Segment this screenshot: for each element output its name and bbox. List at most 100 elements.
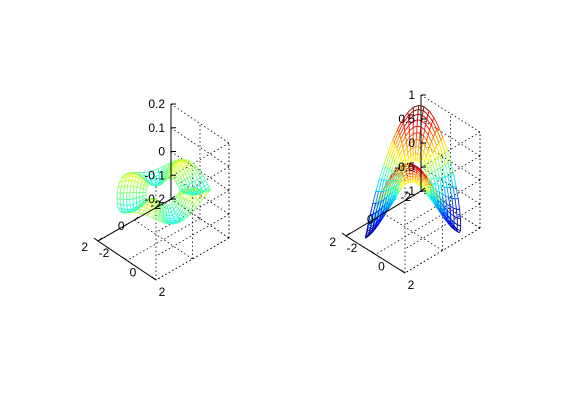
- mesh-line: [199, 184, 202, 189]
- mesh-line: [157, 204, 161, 209]
- mesh-line: [142, 197, 147, 200]
- mesh-line: [155, 179, 161, 183]
- z-tick-label: -1: [404, 184, 415, 198]
- mesh-line: [136, 186, 141, 189]
- mesh-line: [441, 153, 446, 165]
- mesh-line: [134, 176, 137, 182]
- mesh-line: [380, 179, 385, 192]
- mesh-line: [427, 179, 430, 184]
- mesh-line: [139, 183, 142, 188]
- mesh-line: [457, 217, 461, 220]
- mesh-line: [407, 158, 410, 164]
- y-tick-mark: [371, 251, 376, 255]
- mesh-line: [443, 186, 447, 196]
- mesh-line: [175, 197, 179, 201]
- mesh-line: [403, 165, 406, 170]
- mesh-line: [136, 201, 140, 204]
- mesh-line: [154, 210, 160, 216]
- mesh-line: [421, 171, 427, 179]
- mesh-line: [175, 181, 178, 185]
- mesh-line: [407, 175, 411, 178]
- mesh-line: [372, 191, 377, 204]
- mesh-line: [446, 149, 451, 162]
- mesh-line: [442, 193, 446, 197]
- mesh-line: [430, 191, 435, 197]
- mesh-line: [178, 219, 184, 223]
- grid-line: [404, 179, 481, 226]
- y-tick-mark: [400, 269, 406, 274]
- mesh-line: [427, 166, 431, 170]
- mesh-line: [402, 156, 406, 163]
- mesh-line: [433, 195, 438, 200]
- mesh-line: [447, 215, 452, 220]
- mesh-line: [413, 104, 419, 108]
- y-tick-mark: [93, 237, 99, 242]
- mesh-line: [438, 185, 442, 187]
- mesh-line: [195, 190, 199, 193]
- y-tick-mark: [151, 276, 157, 281]
- mesh-line: [427, 129, 431, 135]
- mesh-line: [176, 182, 180, 185]
- mesh-line: [436, 204, 441, 211]
- mesh-line: [189, 182, 193, 185]
- mesh-line: [430, 163, 434, 167]
- mesh-line: [197, 172, 201, 178]
- mesh-line: [201, 188, 204, 192]
- mesh-line: [158, 218, 164, 222]
- mesh-line: [433, 200, 438, 206]
- mesh-line: [175, 217, 180, 222]
- mesh-line: [180, 214, 186, 220]
- mesh-line: [405, 158, 409, 163]
- mesh-line: [393, 180, 397, 188]
- mesh-line: [403, 169, 406, 174]
- mesh-line: [163, 162, 170, 167]
- mesh-line: [432, 160, 436, 164]
- mesh-line: [127, 180, 130, 187]
- mesh-line: [418, 140, 420, 148]
- z-tick-label: -0.5: [394, 160, 415, 174]
- mesh-line: [404, 176, 408, 179]
- mesh-line: [426, 118, 432, 126]
- mesh-line: [385, 154, 391, 167]
- mesh-line: [417, 125, 421, 128]
- mesh-line: [130, 207, 134, 210]
- mesh-line: [446, 203, 451, 207]
- mesh-line: [134, 180, 138, 183]
- mesh-line: [116, 187, 119, 194]
- mesh-line: [173, 206, 177, 211]
- mesh-line: [396, 154, 401, 164]
- grid-line: [375, 209, 451, 255]
- mesh-line: [395, 174, 399, 181]
- mesh-line: [397, 143, 403, 152]
- mesh-line: [405, 141, 408, 148]
- mesh-line: [429, 141, 432, 147]
- mesh-line: [177, 186, 180, 189]
- mesh-line: [408, 155, 412, 159]
- mesh-line: [406, 176, 409, 180]
- mesh-line: [406, 174, 408, 178]
- mesh-line: [184, 179, 188, 186]
- mesh-line: [177, 197, 181, 203]
- mesh-line: [133, 206, 138, 209]
- mesh-line: [147, 180, 152, 182]
- mesh-line: [163, 216, 168, 221]
- mesh-line: [178, 191, 181, 193]
- mesh-line: [181, 162, 185, 167]
- mesh-line: [198, 188, 202, 191]
- mesh-line: [423, 145, 426, 153]
- mesh-line: [399, 184, 402, 189]
- mesh-line: [184, 193, 188, 200]
- mesh-line: [452, 186, 457, 188]
- mesh-line: [413, 139, 417, 142]
- mesh-line: [416, 132, 421, 134]
- x-tick-label: 0: [118, 219, 125, 233]
- mesh-line: [384, 197, 388, 205]
- mesh-line: [139, 201, 144, 205]
- mesh-line: [163, 214, 168, 219]
- mesh-line: [171, 215, 174, 219]
- mesh-line: [147, 215, 154, 219]
- mesh-line: [136, 181, 139, 187]
- mesh-line: [440, 186, 443, 195]
- mesh-line: [442, 201, 445, 208]
- mesh-line: [126, 205, 128, 210]
